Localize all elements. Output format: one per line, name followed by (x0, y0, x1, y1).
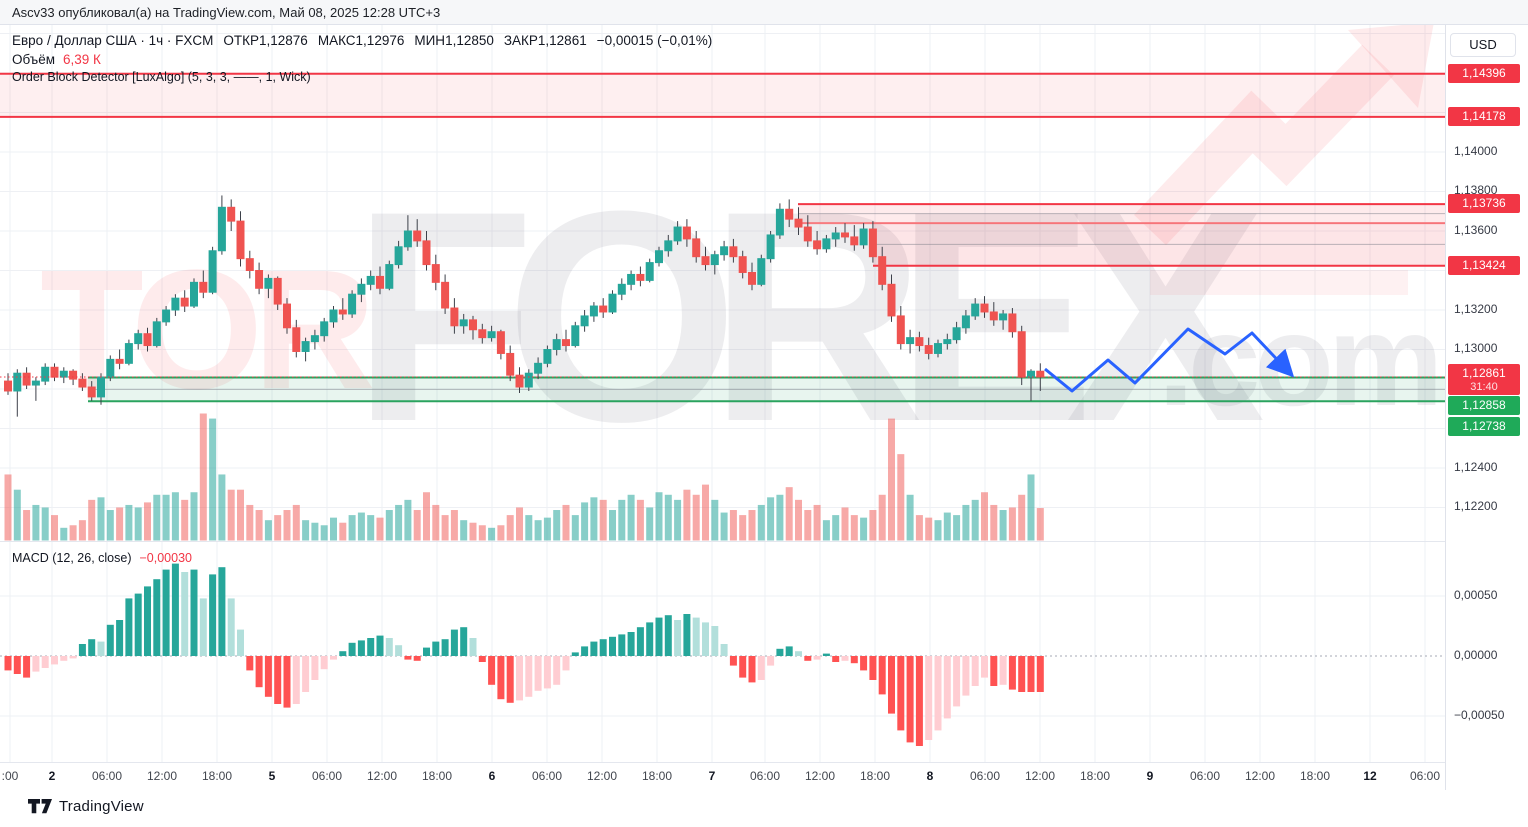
time-axis-label: 06:00 (1189, 769, 1221, 783)
currency-toggle-button[interactable]: USD (1450, 33, 1516, 57)
price-axis-label: 1,14000 (1454, 144, 1498, 158)
tradingview-footer[interactable]: TradingView (28, 798, 144, 815)
time-axis[interactable]: :00 2 06:00 12:00 18:00 5 06:00 12:00 18:00 6 06:0… (0, 763, 1445, 790)
low-value: 1,12850 (445, 33, 494, 48)
volume-label: Объём (12, 52, 56, 67)
time-axis-label: 06:00 (1409, 769, 1441, 783)
price-axis-label: 1,13800 (1454, 183, 1498, 197)
time-axis-label: 12:00 (1024, 769, 1056, 783)
price-axis-label: 1,12200 (1454, 499, 1498, 513)
price-axis-tag[interactable]: 1,12858 (1448, 396, 1520, 415)
time-axis-label: :00 (1, 769, 19, 783)
macd-legend-row[interactable]: MACD (12, 26, close) −0,00030 (12, 551, 192, 565)
price-axis-label: 0,00050 (1454, 588, 1498, 602)
price-axis-tag[interactable]: 1,12861 31:40 (1448, 364, 1520, 395)
time-axis-label: 06:00 (311, 769, 343, 783)
high-label: МАКС (317, 33, 356, 48)
tradingview-logo-icon (28, 799, 52, 814)
symbol-title: Евро / Доллар США · 1ч · FXCM (12, 33, 214, 48)
time-axis-label: 06:00 (91, 769, 123, 783)
time-axis-label: 12:00 (586, 769, 618, 783)
projection-arrow[interactable] (1044, 327, 1295, 393)
indicator-legend-row[interactable]: Order Block Detector [LuxAlgo] (5, 3, 3,… (12, 70, 712, 84)
time-axis-label: 12:00 (146, 769, 178, 783)
price-axis-label: 1,13200 (1454, 302, 1498, 316)
time-axis-label: 8 (926, 769, 934, 783)
time-axis-label: 2 (48, 769, 56, 783)
pane-separator[interactable] (0, 541, 1528, 542)
volume-legend-row[interactable]: Объём 6,39 К (12, 52, 712, 67)
time-axis-label: 18:00 (641, 769, 673, 783)
price-axis-tag[interactable]: 1,14178 (1448, 107, 1520, 126)
price-axis[interactable]: 1,14000 1,13800 1,13600 1,13200 1,13000 1,124… (1445, 25, 1528, 790)
open-value: 1,12876 (259, 33, 308, 48)
time-axis-border (0, 762, 1528, 763)
price-axis-tag[interactable]: 1,13424 (1448, 256, 1520, 275)
time-axis-label: 7 (708, 769, 716, 783)
time-axis-label: 06:00 (749, 769, 781, 783)
time-axis-label: 18:00 (1079, 769, 1111, 783)
high-value: 1,12976 (355, 33, 405, 48)
price-axis-tag[interactable]: 1,13736 (1448, 194, 1520, 213)
price-axis-label: 1,13600 (1454, 223, 1498, 237)
indicator-title: Order Block Detector [LuxAlgo] (5, 3, 3,… (12, 70, 311, 84)
close-label: ЗАКР (503, 33, 538, 48)
time-axis-label: 06:00 (531, 769, 563, 783)
watermark-text-gray: FOREX (352, 148, 1267, 484)
time-axis-label: 12:00 (1244, 769, 1276, 783)
watermark-dotcom: .com (1158, 287, 1437, 433)
time-axis-label: 18:00 (201, 769, 233, 783)
macd-title: MACD (12, 26, close) (12, 551, 132, 565)
macd-value: −0,00030 (139, 551, 192, 565)
publish-banner: Ascv33 опубликовал(а) на TradingView.com… (0, 0, 1528, 25)
open-label: ОТКР (223, 33, 260, 48)
price-axis-tag[interactable]: 1,12738 (1448, 417, 1520, 436)
price-axis-label: 1,12400 (1454, 460, 1498, 474)
low-label: МИН (414, 33, 446, 48)
time-axis-label: 18:00 (859, 769, 891, 783)
bar-countdown: 31:40 (1470, 381, 1498, 393)
change-value: −0,00015 (−0,01%) (596, 33, 713, 48)
price-axis-label: 0,00000 (1454, 648, 1498, 662)
time-axis-label: 18:00 (421, 769, 453, 783)
tradingview-logo-text: TradingView (59, 798, 144, 815)
symbol-legend-row[interactable]: Евро / Доллар США · 1ч · FXCM ОТКР1,12876… (12, 33, 712, 48)
time-axis-label: 06:00 (969, 769, 1001, 783)
time-axis-label: 18:00 (1299, 769, 1331, 783)
volume-value: 6,39 К (63, 52, 101, 67)
time-axis-label: 5 (268, 769, 276, 783)
time-axis-label: 6 (488, 769, 496, 783)
time-axis-label: 12:00 (804, 769, 836, 783)
price-axis-label: 1,13000 (1454, 341, 1498, 355)
close-value: 1,12861 (537, 33, 587, 48)
publish-banner-text: Ascv33 опубликовал(а) на TradingView.com… (12, 5, 441, 20)
time-axis-label: 9 (1146, 769, 1154, 783)
time-axis-label: 12 (1363, 769, 1377, 783)
time-axis-label: 12:00 (366, 769, 398, 783)
chart-legend: Евро / Доллар США · 1ч · FXCM ОТКР1,12876… (12, 33, 712, 84)
price-axis-label: −0,00050 (1454, 708, 1505, 722)
price-axis-tag[interactable]: 1,14396 (1448, 64, 1520, 83)
